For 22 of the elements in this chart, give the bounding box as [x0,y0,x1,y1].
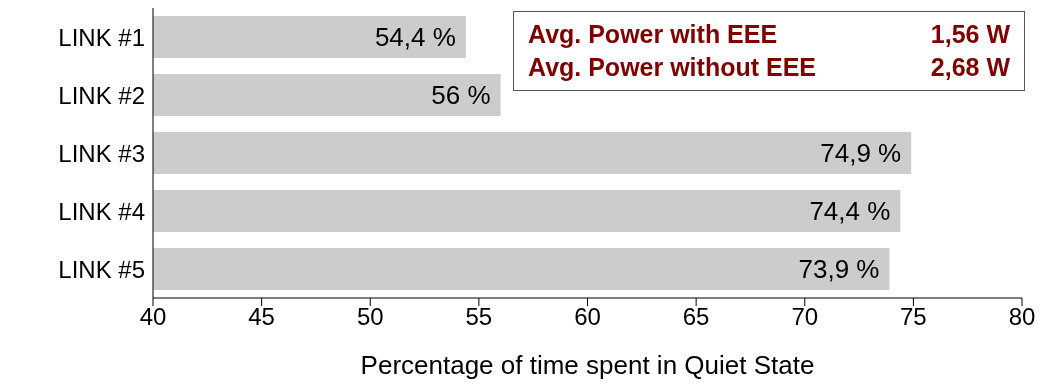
x-tick-label: 80 [1008,303,1036,331]
x-tick-label: 60 [574,303,601,331]
x-tick-label: 75 [900,303,927,331]
data-label: 54,4 % [374,22,456,53]
data-label: 73,9 % [798,254,880,285]
x-tick-label: 55 [465,303,493,331]
x-tick-label: 40 [139,303,167,331]
y-tick-label: LINK #2 [58,81,145,109]
y-tick-label: LINK #4 [58,197,145,225]
data-label: 56 % [431,80,491,111]
text: Avg. Power without EEE 2,68 W [528,53,1010,81]
x-tick-label: 50 [356,303,384,331]
y-tick-label: LINK #1 [58,23,145,51]
data-label: 74,4 % [809,196,891,227]
data-label: 74,9 % [820,138,902,169]
x-tick-label: 45 [248,303,275,331]
y-tick-label: LINK #3 [58,139,145,167]
x-axis-title: Percentage of time spent in Quiet State [360,350,815,380]
text: Avg. Power with EEE 1,56 W [528,20,1010,48]
y-tick-label: LINK #5 [58,255,145,283]
x-tick-label: 70 [791,303,819,331]
x-tick-label: 65 [682,303,710,331]
